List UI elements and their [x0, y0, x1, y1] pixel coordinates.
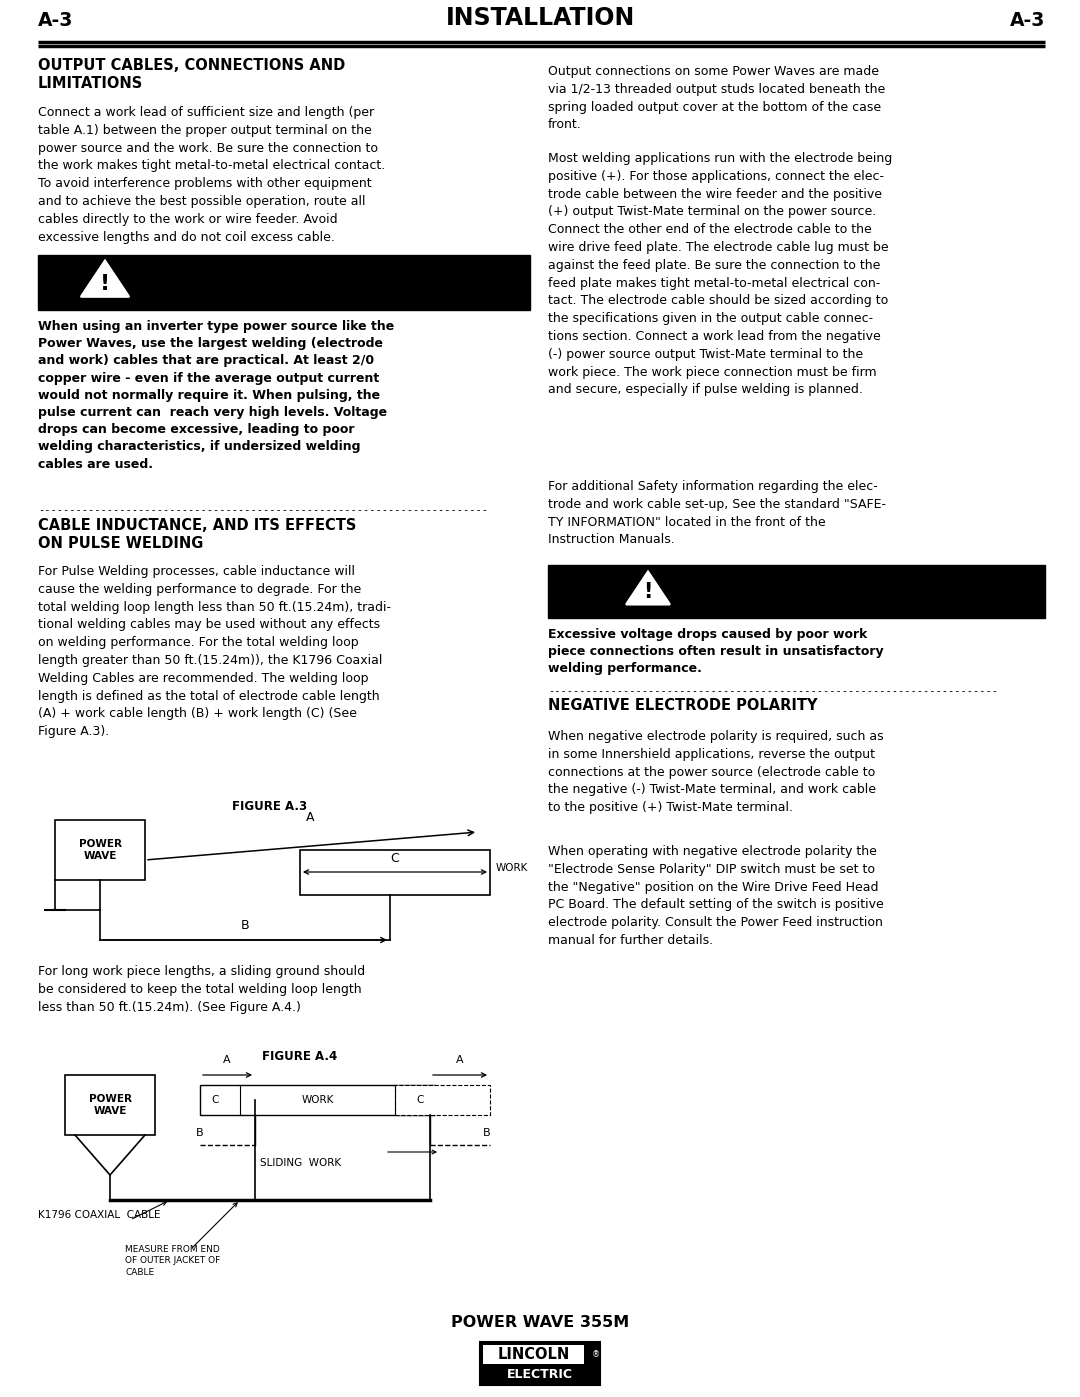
Text: LINCOLN: LINCOLN — [498, 1347, 569, 1362]
Text: ------------------------------------------------------------------------: ----------------------------------------… — [548, 686, 998, 696]
Text: !: ! — [644, 583, 652, 602]
Text: NEGATIVE ELECTRODE POLARITY: NEGATIVE ELECTRODE POLARITY — [548, 698, 818, 712]
Text: POWER WAVE 355M: POWER WAVE 355M — [450, 1315, 630, 1330]
Text: K1796 COAXIAL  CABLE: K1796 COAXIAL CABLE — [38, 1210, 161, 1220]
Polygon shape — [626, 571, 670, 605]
Bar — [200, 1085, 435, 1115]
Text: C: C — [212, 1095, 218, 1105]
Text: Connect a work lead of sufficient size and length (per
table A.1) between the pr: Connect a work lead of sufficient size a… — [38, 106, 386, 243]
Text: CABLE INDUCTANCE, AND ITS EFFECTS
ON PULSE WELDING: CABLE INDUCTANCE, AND ITS EFFECTS ON PUL… — [38, 518, 356, 550]
Text: SLIDING  WORK: SLIDING WORK — [260, 1158, 341, 1168]
Text: B: B — [241, 919, 249, 932]
Text: B: B — [197, 1127, 204, 1139]
Text: ®: ® — [592, 1350, 600, 1359]
Text: POWER
WAVE: POWER WAVE — [79, 840, 121, 861]
Text: For Pulse Welding processes, cable inductance will
cause the welding performance: For Pulse Welding processes, cable induc… — [38, 564, 391, 738]
Bar — [483, 1345, 584, 1365]
Text: !: ! — [100, 274, 110, 293]
Text: Output connections on some Power Waves are made
via 1/2-13 threaded output studs: Output connections on some Power Waves a… — [548, 66, 886, 131]
Bar — [55, 820, 145, 880]
Text: When negative electrode polarity is required, such as
in some Innershield applic: When negative electrode polarity is requ… — [548, 731, 883, 814]
Text: OUTPUT CABLES, CONNECTIONS AND
LIMITATIONS: OUTPUT CABLES, CONNECTIONS AND LIMITATIO… — [38, 59, 346, 91]
Text: When operating with negative electrode polarity the
"Electrode Sense Polarity" D: When operating with negative electrode p… — [548, 845, 883, 947]
Text: For additional Safety information regarding the elec-
trode and work cable set-u: For additional Safety information regard… — [548, 481, 886, 546]
Text: INSTALLATION: INSTALLATION — [445, 6, 635, 29]
Text: Most welding applications run with the electrode being
positive (+). For those a: Most welding applications run with the e… — [548, 152, 892, 397]
Text: ELECTRIC: ELECTRIC — [507, 1368, 573, 1382]
Text: A-3: A-3 — [1010, 11, 1045, 29]
Text: C: C — [391, 852, 400, 865]
Text: A-3: A-3 — [38, 11, 73, 29]
Text: FIGURE A.4: FIGURE A.4 — [262, 1051, 338, 1063]
Text: WORK: WORK — [301, 1095, 334, 1105]
Bar — [480, 1343, 600, 1384]
Text: For long work piece lengths, a sliding ground should
be considered to keep the t: For long work piece lengths, a sliding g… — [38, 965, 365, 1014]
Text: When using an inverter type power source like the
Power Waves, use the largest w: When using an inverter type power source… — [38, 320, 394, 471]
Text: POWER
WAVE: POWER WAVE — [89, 1094, 132, 1116]
Text: FIGURE A.3: FIGURE A.3 — [232, 800, 308, 813]
Text: C: C — [416, 1095, 423, 1105]
Text: MEASURE FROM END
OF OUTER JACKET OF
CABLE: MEASURE FROM END OF OUTER JACKET OF CABL… — [125, 1245, 220, 1277]
Text: A: A — [306, 812, 314, 824]
Text: B: B — [483, 1127, 490, 1139]
Bar — [300, 849, 490, 895]
Polygon shape — [81, 260, 130, 296]
Bar — [548, 564, 1045, 617]
Text: Excessive voltage drops caused by poor work
piece connections often result in un: Excessive voltage drops caused by poor w… — [548, 629, 883, 675]
Text: A: A — [456, 1055, 463, 1065]
Bar — [38, 256, 530, 310]
Text: A: A — [224, 1055, 231, 1065]
Bar — [395, 1085, 490, 1115]
Text: ------------------------------------------------------------------------: ----------------------------------------… — [38, 504, 488, 515]
Bar — [65, 1076, 156, 1134]
Text: WORK: WORK — [496, 863, 528, 873]
